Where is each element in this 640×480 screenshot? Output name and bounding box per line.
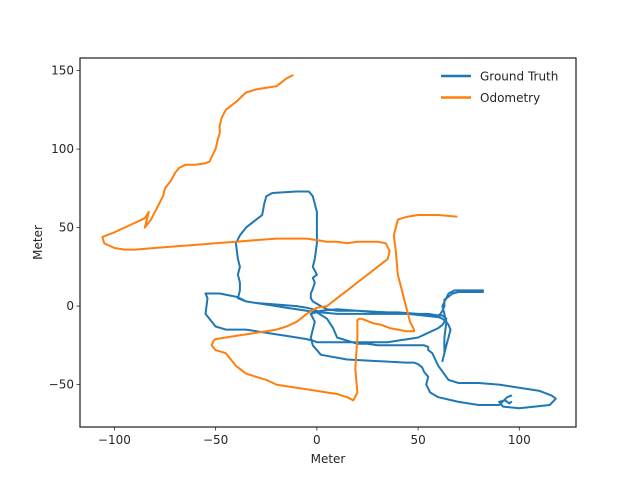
series-line-ground-truth xyxy=(204,190,557,410)
series-line-odometry xyxy=(101,74,458,402)
y-tick-label: 150 xyxy=(51,64,74,78)
legend-label-ground-truth: Ground Truth xyxy=(480,70,558,84)
legend-label-odometry: Odometry xyxy=(480,91,540,105)
x-tick-label: 50 xyxy=(410,433,425,447)
x-tick-label: −100 xyxy=(98,433,131,447)
y-tick-label: 50 xyxy=(59,221,74,235)
y-axis-label: Meter xyxy=(31,225,45,260)
x-tick-label: 0 xyxy=(313,433,321,447)
plot-frame xyxy=(79,57,577,428)
y-tick-label: 100 xyxy=(51,142,74,156)
y-tick-label: 0 xyxy=(66,299,74,313)
legend: Ground Truth Odometry xyxy=(441,70,558,105)
x-axis-label: Meter xyxy=(311,452,346,466)
y-axis-ticks: −50 0 50 100 150 xyxy=(49,64,80,392)
y-tick-label: −50 xyxy=(49,378,74,392)
x-tick-label: −50 xyxy=(203,433,228,447)
plot-lines xyxy=(101,74,557,410)
x-axis-ticks: −100 −50 0 50 100 xyxy=(98,427,531,447)
x-tick-label: 100 xyxy=(508,433,531,447)
